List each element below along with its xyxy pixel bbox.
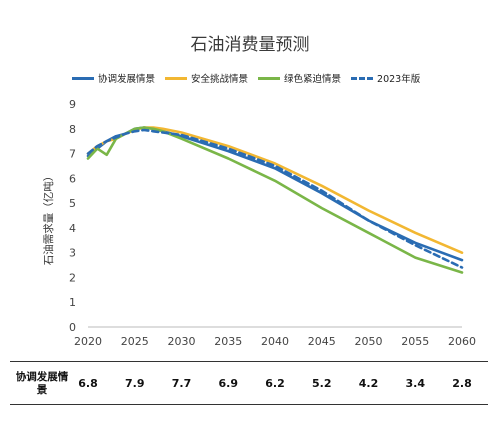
legend-swatch-3 bbox=[258, 76, 281, 80]
x-tick-labels: 2020 2025 2030 2035 2040 2045 2050 2055 2060 bbox=[74, 335, 476, 348]
legend-label-1: 协调发展情景 bbox=[98, 74, 156, 85]
y-tick-labels: 0 1 2 3 4 5 6 7 8 9 bbox=[69, 98, 76, 334]
x-tick-label-2035: 2035 bbox=[214, 335, 242, 348]
legend-item-2: 安全挑战情景 bbox=[165, 71, 248, 85]
x-tick-label-2060: 2060 bbox=[448, 335, 476, 348]
series-line-1 bbox=[86, 126, 464, 262]
series-lines bbox=[86, 126, 464, 274]
legend-item-1: 协调发展情景 bbox=[72, 71, 155, 85]
line-chart: 石油需求量（亿吨） 0 1 2 3 4 5 6 7 8 9 2020 2025 2030 2035 204… bbox=[42, 98, 476, 348]
y-tick-label-8: 8 bbox=[69, 123, 76, 136]
table-row-label: 协调发展情景 bbox=[15, 371, 69, 396]
y-tick-label-3: 3 bbox=[69, 247, 76, 260]
y-tick-label-1: 1 bbox=[69, 296, 76, 309]
series-line-2 bbox=[86, 126, 464, 254]
chart-title: 石油消费量预测 bbox=[190, 35, 310, 55]
table-cell-2060: 2.8 bbox=[452, 377, 472, 390]
y-tick-label-5: 5 bbox=[69, 197, 76, 210]
y-axis-label: 石油需求量（亿吨） bbox=[42, 171, 55, 266]
legend-swatch-2 bbox=[165, 76, 188, 80]
y-tick-label-9: 9 bbox=[69, 98, 76, 111]
y-tick-label-2: 2 bbox=[69, 271, 76, 284]
table-bottom-rule bbox=[10, 404, 488, 405]
table-cell-2030: 7.7 bbox=[171, 377, 192, 390]
legend-swatch-4 bbox=[351, 76, 374, 80]
legend-swatch-1 bbox=[72, 76, 94, 80]
x-tick-label-2045: 2045 bbox=[308, 335, 336, 348]
table-cell-2055: 3.4 bbox=[405, 377, 426, 390]
legend-item-3: 绿色紧迫情景 bbox=[258, 71, 341, 85]
x-tick-label-2020: 2020 bbox=[74, 335, 102, 348]
table-top-rule bbox=[10, 361, 488, 362]
y-tick-label-4: 4 bbox=[69, 222, 76, 235]
x-tick-label-2025: 2025 bbox=[121, 335, 149, 348]
x-tick-label-2055: 2055 bbox=[401, 335, 429, 348]
x-tick-label-2050: 2050 bbox=[355, 335, 383, 348]
y-tick-label-0: 0 bbox=[69, 321, 76, 334]
table-cell-2020: 6.8 bbox=[78, 377, 98, 390]
y-tick-label-6: 6 bbox=[69, 172, 76, 185]
table-cell-2040: 6.2 bbox=[265, 377, 285, 390]
series-line-3 bbox=[86, 126, 464, 274]
x-tick-label-2040: 2040 bbox=[261, 335, 289, 348]
table-cell-2035: 6.9 bbox=[218, 377, 239, 390]
table-cell-2050: 4.2 bbox=[358, 377, 379, 390]
chart-legend: 协调发展情景 安全挑战情景 绿色紧迫情景 2023年版 bbox=[72, 70, 482, 86]
legend-label-3: 绿色紧迫情景 bbox=[284, 74, 342, 85]
legend-label-4: 2023年版 bbox=[377, 74, 421, 85]
y-tick-label-7: 7 bbox=[69, 148, 76, 161]
x-tick-label-2030: 2030 bbox=[168, 335, 196, 348]
legend-label-2: 安全挑战情景 bbox=[191, 74, 249, 85]
series-line-4 bbox=[86, 128, 464, 269]
table-cell-2045: 5.2 bbox=[312, 377, 332, 390]
legend-item-4: 2023年版 bbox=[351, 71, 420, 85]
table-cell-2025: 7.9 bbox=[125, 377, 145, 390]
